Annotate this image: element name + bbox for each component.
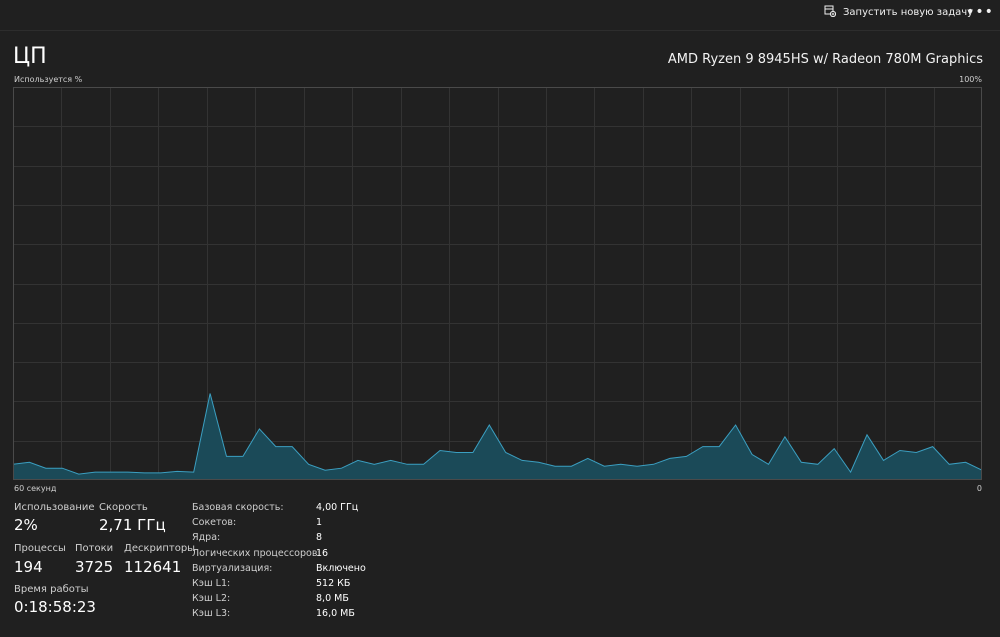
- more-options-button[interactable]: •••: [963, 1, 997, 23]
- spec-value: 16: [316, 547, 329, 559]
- spec-value: 8,0 МБ: [316, 593, 349, 605]
- spec-key: Виртуализация:: [192, 562, 273, 574]
- processes-label: Процессы: [14, 543, 66, 554]
- graph-y-axis-label: Используется %: [14, 75, 83, 84]
- cpu-usage-area: [13, 393, 982, 480]
- spec-key: Ядра:: [192, 532, 221, 544]
- uptime-value: 0:18:58:23: [14, 598, 96, 616]
- spec-key: Кэш L2:: [192, 593, 231, 605]
- handles-label: Дескрипторы: [124, 543, 196, 554]
- spec-value: 16,0 МБ: [316, 608, 355, 620]
- spec-value: Включено: [316, 562, 366, 574]
- spec-key: Сокетов:: [192, 517, 237, 529]
- run-new-task-button[interactable]: Запустить новую задачу: [818, 0, 979, 24]
- run-new-task-label: Запустить новую задачу: [843, 6, 974, 18]
- speed-value: 2,71 ГГц: [99, 516, 166, 534]
- cpu-model-name: AMD Ryzen 9 8945HS w/ Radeon 780M Graphi…: [667, 52, 983, 67]
- graph-x-right-label: 0: [976, 484, 982, 493]
- graph-x-left-label: 60 секунд: [14, 484, 57, 493]
- cpu-usage-graph: [13, 87, 982, 480]
- toolbar: Запустить новую задачу •••: [0, 0, 1000, 28]
- spec-key: Кэш L1:: [192, 578, 231, 589]
- spec-value: 4,00 ГГц: [316, 502, 359, 513]
- spec-key: Кэш L3:: [192, 608, 231, 620]
- usage-label: Использование: [14, 502, 95, 513]
- spec-key: Базовая скорость:: [192, 502, 284, 513]
- threads-label: Потоки: [75, 543, 114, 554]
- spec-value: 512 КБ: [316, 578, 351, 589]
- speed-label: Скорость: [99, 502, 148, 513]
- uptime-label: Время работы: [14, 584, 89, 595]
- usage-value: 2%: [14, 516, 38, 534]
- more-options-icon: •••: [966, 4, 994, 20]
- graph-grid: [13, 87, 982, 480]
- processes-value: 194: [14, 558, 43, 576]
- cpu-usage-line: [13, 393, 982, 475]
- spec-value: 1: [316, 517, 323, 529]
- graph-y-max-label: 100%: [959, 75, 982, 84]
- graph-border: [13, 87, 982, 480]
- toolbar-divider: [0, 30, 1000, 31]
- spec-value: 8: [316, 532, 323, 544]
- handles-value: 112641: [124, 558, 182, 576]
- threads-value: 3725: [75, 558, 114, 576]
- page-title: ЦП: [13, 44, 47, 69]
- spec-key: Логических процессоров:: [192, 547, 321, 559]
- run-task-icon: [824, 5, 837, 20]
